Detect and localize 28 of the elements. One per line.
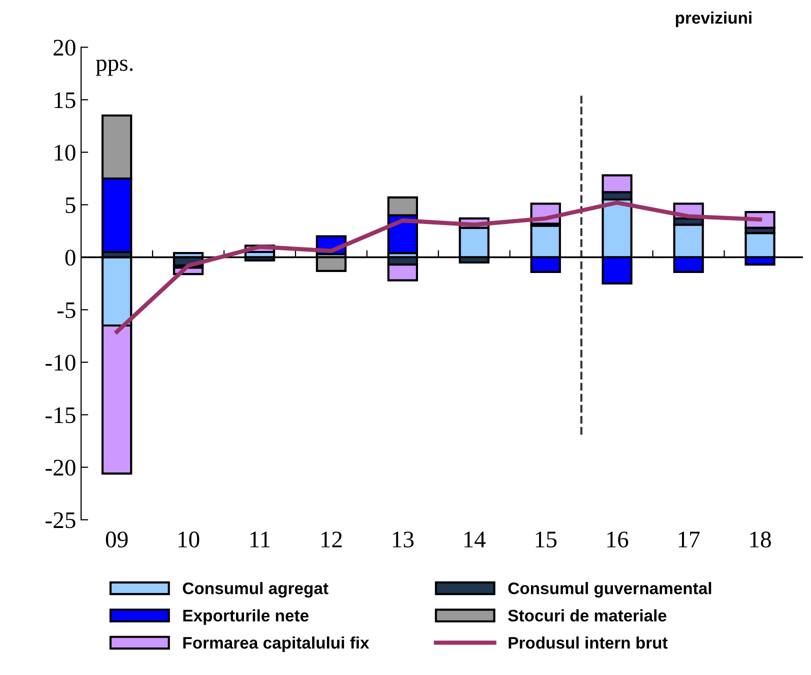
x-tick-label: 13 xyxy=(392,532,414,548)
x-tick-label: 09 xyxy=(106,532,128,548)
legend-label: Consumul guvernamental xyxy=(508,582,712,598)
x-tick-label: 18 xyxy=(750,532,771,548)
x-tick-label: 15 xyxy=(536,532,556,548)
legend-label: Formarea capitalului fix xyxy=(183,636,370,652)
y-tick-label: 10 xyxy=(54,144,76,161)
y-axis-title: pps. xyxy=(96,60,133,76)
legend-label: Produsul intern brut xyxy=(508,636,668,649)
legend-label: Exporturile nete xyxy=(183,609,309,625)
y-tick-label: 5 xyxy=(66,197,76,214)
y-tick-label: -25 xyxy=(46,512,76,528)
legend-label: Stocuri de materiale xyxy=(508,609,666,622)
y-tick-label: -10 xyxy=(46,354,76,371)
y-tick-label: -20 xyxy=(46,460,76,476)
y-tick-label: 0 xyxy=(65,250,76,266)
x-tick-label: 11 xyxy=(250,532,270,548)
y-tick-label: -5 xyxy=(57,302,76,318)
text: previziuni xyxy=(676,12,752,28)
x-tick-label: 10 xyxy=(178,532,200,548)
y-tick-label: 15 xyxy=(54,92,76,108)
x-tick-label: 17 xyxy=(678,532,700,548)
x-tick-label: 12 xyxy=(321,532,342,548)
y-tick-label: 20 xyxy=(54,40,76,56)
x-tick-label: 14 xyxy=(464,532,486,548)
x-tick-label: 16 xyxy=(607,532,628,548)
legend-label: Consumul agregat xyxy=(182,582,328,598)
y-tick-label: -15 xyxy=(46,407,76,424)
